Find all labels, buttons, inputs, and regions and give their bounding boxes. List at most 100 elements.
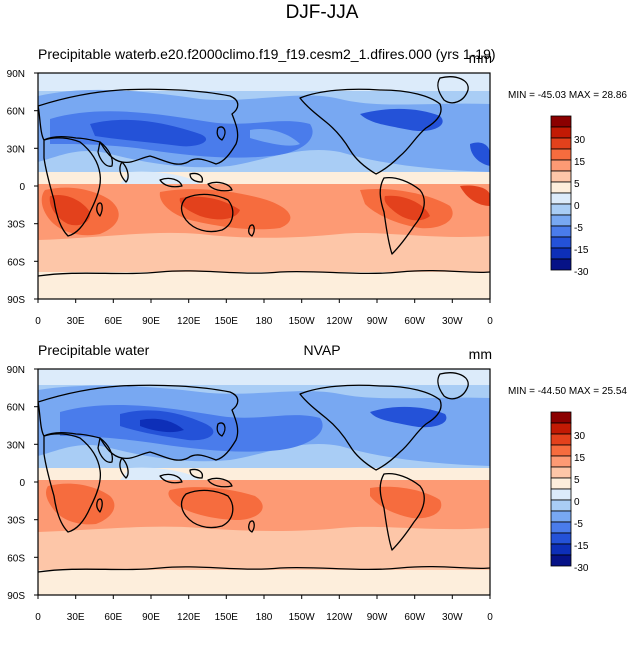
colorbar-box [550,466,572,479]
colorbar-box [550,510,572,523]
colorbar-box [550,236,572,249]
colorbar-box [550,137,572,150]
colorbar-box [550,521,572,534]
colorbar-tick-label: 0 [574,497,580,508]
colorbar-box [550,433,572,446]
map-panel-observations: Precipitable water NVAP mm MIN = -44.50 … [0,340,644,645]
colorbar-tick-label: -15 [574,541,589,552]
colorbar-tick-label: -15 [574,245,589,256]
lat-axis: 90N 60N 30N 0 30S 60S 90S [7,365,38,602]
figure-title: DJF-JJA [285,2,359,23]
colorbar-box [550,214,572,227]
lon-tick-label: 60E [104,612,122,623]
lon-tick-label: 120E [177,316,201,327]
lon-tick-label: 30E [67,316,85,327]
map-canvas: 90N 60N 30N 0 30S 60S 90S 0 30E 60E 90E [7,365,589,623]
precipitable-water-difference-field [38,369,490,595]
colorbar-tick-label: -5 [574,223,583,234]
panel-minmax-label: MIN = -44.50 MAX = 25.54 [508,386,627,397]
lon-tick-label: 0 [487,612,493,623]
colorbar-box [550,499,572,512]
colorbar-tick-label: 30 [574,135,586,146]
colorbar-box [550,258,572,271]
panel-center-label: b.e20.f2000climo.f19_f19.cesm2_1.dfires.… [148,46,496,62]
colorbar-tick-label: 15 [574,157,586,168]
precipitable-water-difference-field [38,73,490,299]
lon-tick-label: 180 [256,612,273,623]
colorbar-box [550,247,572,260]
colorbar-box [550,203,572,216]
panel-units-label: mm [468,50,492,66]
panel-left-label: Precipitable water [38,342,150,358]
lon-tick-label: 30W [442,612,463,623]
colorbar: 30 15 5 0 -5 -15 -30 [550,115,589,278]
colorbar-tick-label: -5 [574,519,583,530]
lat-tick-label: 60N [7,107,25,118]
map-canvas: 90N 60N 30N 0 30S 60S 90S 0 30E 60E 90E [7,69,589,327]
colorbar-box [550,554,572,567]
lat-tick-label: 60N [7,403,25,414]
colorbar-box [550,115,572,128]
lat-tick-label: 0 [19,478,25,489]
colorbar-box [550,411,572,424]
lon-tick-label: 150E [215,612,239,623]
colorbar-box [550,532,572,545]
colorbar-tick-label: 0 [574,201,580,212]
lon-tick-label: 180 [256,316,273,327]
lon-tick-label: 90W [367,316,388,327]
colorbar-tick-label: -30 [574,563,589,574]
colorbar-box [550,422,572,435]
lon-tick-label: 60W [404,316,425,327]
lon-tick-label: 30W [442,316,463,327]
lon-tick-label: 0 [35,316,41,327]
colorbar: 30 15 5 0 -5 -15 -30 [550,411,589,574]
colorbar-box [550,488,572,501]
map-panel-model: Precipitable water b.e20.f2000climo.f19_… [0,44,644,349]
colorbar-box [550,159,572,172]
lon-tick-label: 120E [177,612,201,623]
lat-tick-label: 60S [7,257,25,268]
coastlines [38,372,490,573]
lon-tick-label: 90E [142,612,160,623]
colorbar-boxes [550,411,572,567]
lon-tick-label: 0 [487,316,493,327]
lon-tick-label: 150E [215,316,239,327]
lon-tick-label: 30E [67,612,85,623]
colorbar-box [550,148,572,161]
lon-axis: 0 30E 60E 90E 120E 150E 180 150W 120W 90… [35,595,493,623]
panel-center-label: NVAP [303,342,341,358]
colorbar-tick-label: 15 [574,453,586,464]
lon-axis: 0 30E 60E 90E 120E 150E 180 150W 120W 90… [35,299,493,327]
colorbar-box [550,455,572,468]
lon-tick-label: 120W [326,316,353,327]
lat-tick-label: 60S [7,553,25,564]
colorbar-box [550,444,572,457]
lon-tick-label: 150W [289,316,316,327]
lat-tick-label: 30N [7,440,25,451]
lat-tick-label: 90S [7,591,25,602]
colorbar-box [550,126,572,139]
lon-tick-label: 60E [104,316,122,327]
colorbar-box [550,225,572,238]
lat-tick-label: 0 [19,182,25,193]
lat-tick-label: 90S [7,295,25,306]
colorbar-box [550,192,572,205]
coastlines [38,76,490,277]
lat-tick-label: 30S [7,220,25,231]
lon-tick-label: 90E [142,316,160,327]
panel-left-label: Precipitable water [38,46,150,62]
colorbar-tick-label: 5 [574,475,580,486]
colorbar-box [550,170,572,183]
colorbar-tick-label: 5 [574,179,580,190]
lat-tick-label: 30N [7,144,25,155]
lat-tick-label: 30S [7,516,25,527]
colorbar-box [550,477,572,490]
lon-tick-label: 120W [326,612,353,623]
lat-axis: 90N 60N 30N 0 30S 60S 90S [7,69,38,306]
colorbar-boxes [550,115,572,271]
lon-tick-label: 0 [35,612,41,623]
lon-tick-label: 150W [289,612,316,623]
colorbar-box [550,543,572,556]
colorbar-tick-label: -30 [574,267,589,278]
panel-minmax-label: MIN = -45.03 MAX = 28.86 [508,90,627,101]
